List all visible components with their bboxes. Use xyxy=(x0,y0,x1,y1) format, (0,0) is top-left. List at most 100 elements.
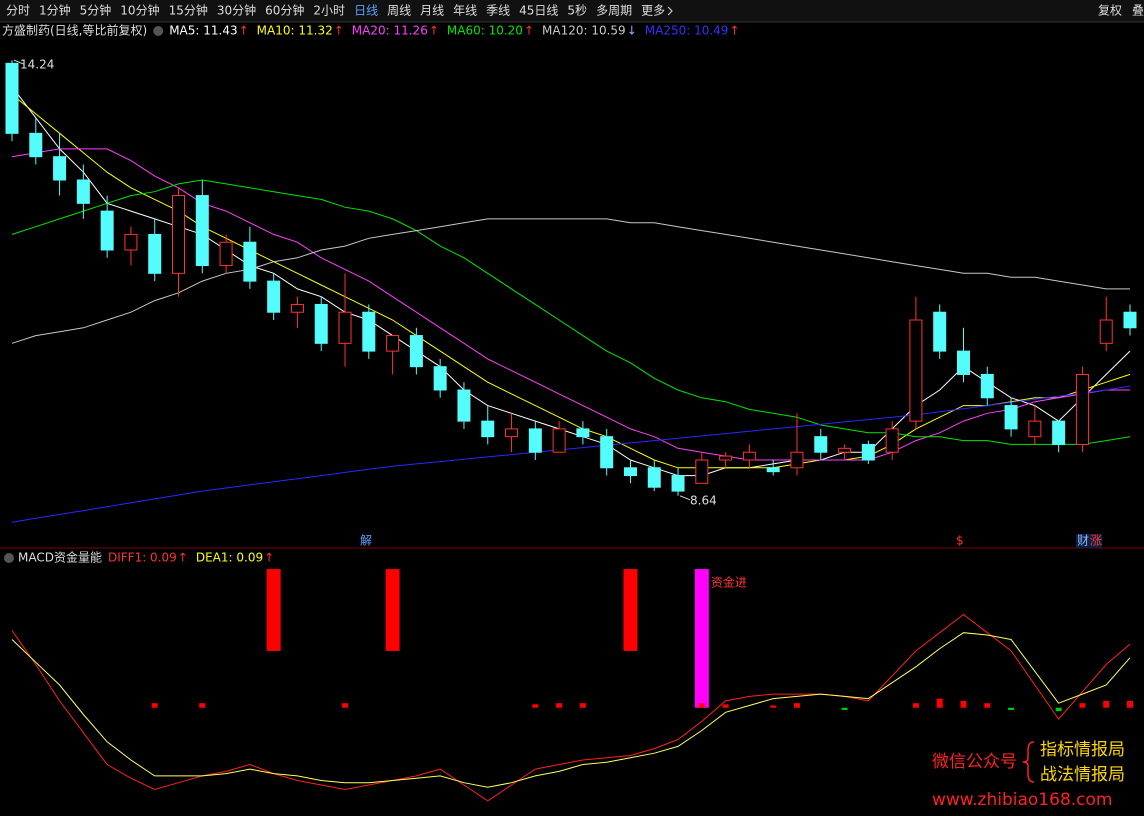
macd-hist xyxy=(1103,700,1110,708)
candle-body xyxy=(1123,311,1137,329)
macd-hist xyxy=(1127,700,1133,708)
period-tab[interactable]: 月线 xyxy=(420,4,444,18)
watermark-line2: 战法情报局 xyxy=(1040,765,1125,785)
marker-zhang: 涨 xyxy=(1090,533,1102,548)
candle-body xyxy=(481,420,495,438)
ma-line xyxy=(11,218,1130,344)
period-tab[interactable]: 分时 xyxy=(6,4,30,18)
candle-body xyxy=(314,303,328,344)
period-tab[interactable]: 周线 xyxy=(387,4,411,18)
candle-body xyxy=(505,428,519,438)
ma-arrow: ↓ xyxy=(627,24,637,38)
candle-body xyxy=(1004,405,1018,430)
ma-line xyxy=(11,94,1131,469)
macd-hist xyxy=(342,703,349,708)
candle-body xyxy=(195,195,209,267)
fund-in-label: 资金进 xyxy=(711,575,747,590)
period-tab[interactable]: 60分钟 xyxy=(265,3,304,18)
macd-hist xyxy=(1055,707,1062,712)
high-pointer xyxy=(13,59,25,65)
candle-body xyxy=(885,428,899,453)
macd-arrow: ↑ xyxy=(264,551,274,565)
period-tab[interactable]: 季线 xyxy=(486,4,510,18)
watermark-url: www.zhibiao168.com xyxy=(932,790,1112,810)
candle-body xyxy=(933,311,947,352)
macd-hist xyxy=(770,705,777,708)
period-tab[interactable]: 10分钟 xyxy=(120,3,159,18)
ma-line xyxy=(11,385,1131,523)
candle-body xyxy=(386,335,400,352)
period-tab[interactable]: 1分钟 xyxy=(39,3,71,18)
diff-line xyxy=(11,613,1131,802)
macd-hist xyxy=(912,703,919,708)
macd-hist xyxy=(722,704,729,708)
candle-body xyxy=(124,233,138,251)
macd-hist xyxy=(151,703,158,708)
marker-dollar: $ xyxy=(956,534,964,548)
macd-hist xyxy=(960,700,967,708)
period-tab[interactable]: 5分钟 xyxy=(80,3,112,18)
ma-line xyxy=(11,179,1131,445)
candle-body xyxy=(980,373,994,399)
macd-hist xyxy=(936,698,943,708)
period-tab[interactable]: 日线 xyxy=(354,4,378,18)
macd-hist xyxy=(579,703,586,708)
candle-body xyxy=(552,428,566,453)
toolbar-bg xyxy=(0,0,1144,22)
overlay-button[interactable]: 叠 xyxy=(1132,4,1144,18)
collapse-icon[interactable] xyxy=(4,553,14,563)
macd-hist xyxy=(556,703,563,708)
period-tab[interactable]: 45日线 xyxy=(519,4,558,18)
watermark-line1: 指标情报局 xyxy=(1040,740,1125,760)
candle-body xyxy=(838,447,852,453)
high-label: 14.24 xyxy=(20,58,54,72)
candle-body xyxy=(5,62,19,134)
candle-body xyxy=(29,132,43,158)
macd-arrow: ↑ xyxy=(178,551,188,565)
ma-label: MA20: 11.26 xyxy=(352,24,428,38)
dea-line xyxy=(11,632,1131,788)
candle-body xyxy=(623,467,637,477)
marker-box xyxy=(1076,534,1102,548)
ma-label: MA5: 11.43 xyxy=(169,24,237,38)
period-tab[interactable]: 更多 xyxy=(641,4,665,18)
candle-body xyxy=(742,451,756,461)
ma-arrow: ↑ xyxy=(429,24,439,38)
period-tab[interactable]: 多周期 xyxy=(596,4,632,18)
candle-body xyxy=(1099,319,1113,344)
period-tab[interactable]: 年线 xyxy=(453,4,477,18)
macd-hist xyxy=(984,703,991,708)
macd-hist xyxy=(793,703,800,708)
candle-body xyxy=(1028,420,1042,438)
candle-body xyxy=(790,451,804,469)
ma-arrow: ↑ xyxy=(524,24,534,38)
period-tab[interactable]: 2小时 xyxy=(313,4,345,18)
candle-body xyxy=(695,459,709,484)
ma-label: MA10: 11.32 xyxy=(257,24,333,38)
period-tab[interactable]: 5秒 xyxy=(567,4,587,18)
candle-body xyxy=(148,233,162,274)
macd-legend: DIFF1: 0.09 xyxy=(108,551,177,565)
candle-body xyxy=(290,303,304,313)
candle-body xyxy=(172,195,186,274)
restore-button[interactable]: 复权 xyxy=(1098,4,1122,18)
signal-bar xyxy=(623,569,638,651)
candle-body xyxy=(1075,373,1089,445)
candle-body xyxy=(338,311,352,344)
candle-body xyxy=(76,179,90,204)
signal-bar xyxy=(266,569,281,651)
candle-body xyxy=(956,350,970,375)
ma-arrow: ↑ xyxy=(334,24,344,38)
watermark-left: 微信公众号 xyxy=(932,752,1017,772)
candle-body xyxy=(766,467,780,473)
period-tab[interactable]: 30分钟 xyxy=(217,3,256,18)
fund-in-bar xyxy=(694,569,709,708)
more-chevron xyxy=(667,6,673,16)
candle-body xyxy=(600,436,614,469)
candle-body xyxy=(814,436,828,453)
legend-toggle[interactable] xyxy=(153,26,164,36)
period-tab[interactable]: 15分钟 xyxy=(169,3,208,18)
candle-body xyxy=(861,443,875,461)
candle-body xyxy=(909,319,923,422)
low-label: 8.64 xyxy=(690,493,717,507)
